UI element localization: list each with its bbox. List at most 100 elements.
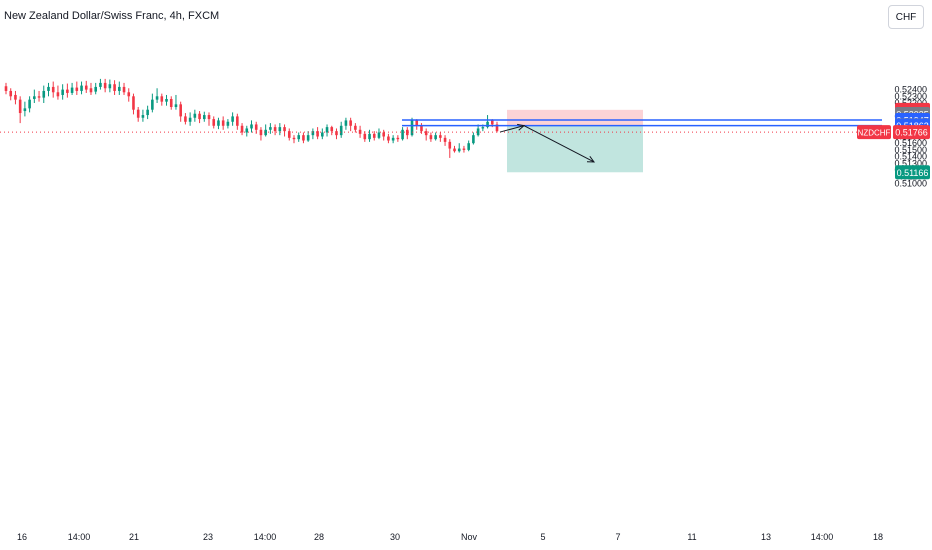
candle[interactable]	[467, 140, 470, 152]
candle[interactable]	[56, 85, 60, 100]
candle[interactable]	[207, 112, 211, 126]
candle[interactable]	[99, 78, 102, 90]
candle[interactable]	[141, 109, 145, 122]
candle[interactable]	[226, 119, 230, 129]
candle[interactable]	[372, 131, 376, 141]
candle[interactable]	[495, 121, 499, 133]
candle[interactable]	[217, 117, 220, 130]
take-profit-zone[interactable]	[507, 125, 643, 173]
candle[interactable]	[236, 113, 239, 130]
candle[interactable]	[42, 85, 46, 103]
candle[interactable]	[306, 131, 310, 142]
candle[interactable]	[302, 132, 305, 144]
candle[interactable]	[240, 123, 244, 136]
candle[interactable]	[269, 123, 272, 134]
candle[interactable]	[198, 111, 201, 124]
candle[interactable]	[108, 79, 112, 93]
candle[interactable]	[354, 123, 357, 133]
candle[interactable]	[264, 124, 267, 137]
candle[interactable]	[297, 132, 301, 142]
candle[interactable]	[415, 119, 419, 130]
candle[interactable]	[363, 131, 367, 142]
candle[interactable]	[193, 109, 197, 122]
candle[interactable]	[462, 145, 466, 153]
candle[interactable]	[127, 88, 131, 102]
candle[interactable]	[283, 124, 286, 137]
candle[interactable]	[278, 123, 282, 136]
candle[interactable]	[429, 132, 433, 142]
candle[interactable]	[401, 127, 404, 141]
candle[interactable]	[377, 128, 381, 140]
candle[interactable]	[321, 128, 324, 140]
candle[interactable]	[476, 124, 480, 137]
candle[interactable]	[179, 101, 182, 122]
candle[interactable]	[18, 96, 22, 124]
candle[interactable]	[28, 96, 31, 113]
candle[interactable]	[70, 82, 74, 95]
candle[interactable]	[486, 115, 489, 129]
candle[interactable]	[472, 132, 475, 145]
candle[interactable]	[113, 80, 116, 95]
candle[interactable]	[66, 83, 69, 98]
candle[interactable]	[75, 81, 79, 95]
candle[interactable]	[61, 84, 64, 100]
candle[interactable]	[335, 128, 338, 140]
candle[interactable]	[132, 93, 135, 115]
candle[interactable]	[316, 127, 319, 140]
candle[interactable]	[250, 120, 253, 133]
candle[interactable]	[155, 88, 159, 103]
currency-button[interactable]: CHF	[888, 5, 924, 29]
candle[interactable]	[349, 117, 352, 132]
candle[interactable]	[292, 135, 296, 144]
candle[interactable]	[368, 129, 371, 142]
candle[interactable]	[103, 78, 107, 93]
candle[interactable]	[84, 80, 88, 93]
candle[interactable]	[212, 116, 216, 129]
candle[interactable]	[287, 128, 291, 141]
candle[interactable]	[184, 113, 187, 125]
candle[interactable]	[330, 125, 334, 136]
candle[interactable]	[174, 94, 178, 110]
candle[interactable]	[221, 116, 225, 130]
candle[interactable]	[118, 81, 121, 95]
candle[interactable]	[443, 135, 447, 146]
candle[interactable]	[37, 90, 41, 102]
candle[interactable]	[136, 107, 140, 122]
candle[interactable]	[420, 123, 423, 134]
candle[interactable]	[434, 132, 437, 141]
candle[interactable]	[273, 124, 277, 136]
candle[interactable]	[188, 112, 192, 126]
candle[interactable]	[146, 105, 149, 120]
candle[interactable]	[80, 81, 83, 95]
stop-loss-zone[interactable]	[507, 109, 643, 126]
candle[interactable]	[457, 143, 461, 153]
candle[interactable]	[259, 127, 263, 141]
candle[interactable]	[391, 135, 395, 144]
candle[interactable]	[439, 132, 442, 142]
candle[interactable]	[453, 145, 456, 153]
candle[interactable]	[245, 125, 249, 137]
candle[interactable]	[202, 111, 206, 122]
candle[interactable]	[382, 129, 385, 141]
candle[interactable]	[4, 82, 8, 95]
candle[interactable]	[47, 82, 50, 97]
candle[interactable]	[14, 90, 17, 105]
candle[interactable]	[94, 82, 98, 95]
candle[interactable]	[51, 81, 55, 98]
candle[interactable]	[325, 124, 329, 137]
candle[interactable]	[344, 117, 348, 130]
candle[interactable]	[424, 128, 428, 141]
candle[interactable]	[9, 88, 13, 101]
candle[interactable]	[165, 94, 168, 106]
candle[interactable]	[160, 93, 164, 106]
candle[interactable]	[89, 82, 93, 95]
candle[interactable]	[410, 117, 414, 137]
candle[interactable]	[231, 112, 234, 126]
candle[interactable]	[387, 133, 390, 144]
candle[interactable]	[339, 121, 343, 138]
candle[interactable]	[33, 89, 36, 103]
candle[interactable]	[151, 93, 154, 113]
candle[interactable]	[448, 139, 452, 158]
